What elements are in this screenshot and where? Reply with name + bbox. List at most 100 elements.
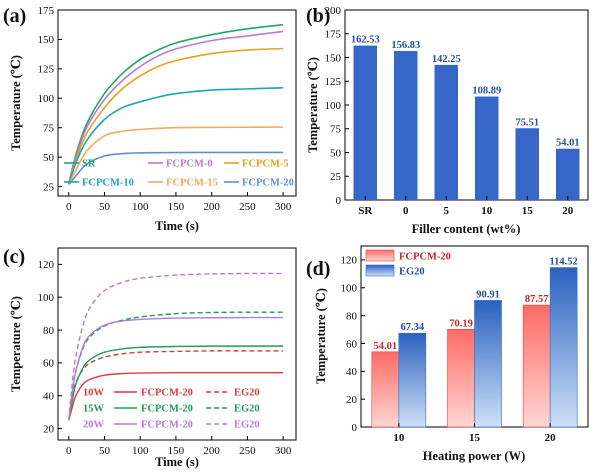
bar-fcpcm-20-15 xyxy=(447,328,475,428)
series-line-fcpcm-20 xyxy=(68,151,284,185)
a-ytick-label: 100 xyxy=(38,93,55,105)
bar-eg20-10 xyxy=(398,332,427,428)
plot-frame-a xyxy=(57,9,297,197)
d-ytick-label: 80 xyxy=(346,310,358,322)
legend-dashed-label: EG20 xyxy=(234,404,260,415)
x-axis-label-a: Time (s) xyxy=(155,219,199,233)
series-line-fcpcm-5 xyxy=(67,47,284,185)
bar-10 xyxy=(475,96,499,200)
bar-0 xyxy=(394,51,418,200)
b-xtick-label: SR xyxy=(358,205,373,217)
x-axis-label-b: Filler content (wt%) xyxy=(412,222,521,236)
chart-panel-a: (a) 25 50 75 100 125 150 175 0 50 100 150 200 250 300… xyxy=(3,5,297,233)
bar-eg20-20 xyxy=(549,267,578,428)
y-axis-label-d: Temperature (℃) xyxy=(314,288,328,384)
c-ytick-label: 40 xyxy=(43,390,55,402)
a-xtick-label: 250 xyxy=(239,201,256,213)
a-xtick-label: 50 xyxy=(99,201,111,213)
b-ytick-label: 200 xyxy=(325,5,342,17)
d-xtick-label: 10 xyxy=(393,432,405,444)
a-ytick-label: 150 xyxy=(38,34,55,46)
x-axis-label-c: Time (s) xyxy=(155,455,199,469)
data-label: 162.53 xyxy=(351,35,380,46)
b-ytick-label: 75 xyxy=(330,124,342,136)
chart-panel-c: (c) 20 40 60 80 100 120 0 50 100 150 200 250 300 10W F… xyxy=(3,246,297,469)
b-ytick-label: 0 xyxy=(336,195,342,207)
b-ytick-label: 125 xyxy=(325,76,342,88)
plot-frame-c xyxy=(57,247,297,441)
panel-label-d: (d) xyxy=(306,258,330,280)
bar-20 xyxy=(556,148,580,200)
legend-swatch-fcpcm-20 xyxy=(365,249,395,262)
c-ytick-label: 60 xyxy=(43,358,55,370)
c-ytick-label: 100 xyxy=(38,292,55,304)
b-ytick-label: 50 xyxy=(330,147,342,159)
c-xtick-label: 250 xyxy=(239,445,256,457)
data-label: 90.91 xyxy=(476,289,500,300)
a-ytick-label: 50 xyxy=(43,152,55,164)
a-ytick-label: 75 xyxy=(43,123,55,135)
d-xtick-label: 15 xyxy=(469,432,481,444)
bar-fcpcm-20-20 xyxy=(522,304,551,428)
legend-solid-label: FCPCM-20 xyxy=(141,420,193,431)
plot-frame-b xyxy=(344,9,589,201)
data-label: 54.01 xyxy=(556,138,580,149)
b-xtick-label: 10 xyxy=(481,205,493,217)
a-ytick-label: 25 xyxy=(43,181,55,193)
legend-power-label: 10W xyxy=(83,388,105,399)
a-xtick-label: 200 xyxy=(203,201,220,213)
series-line-20w-eg20 xyxy=(68,272,284,421)
panel-label-c: (c) xyxy=(3,246,25,268)
c-xtick-label: 0 xyxy=(66,445,72,457)
series-line-15w-fcpcm-20 xyxy=(68,345,284,421)
bar-eg20-15 xyxy=(474,300,502,428)
b-xtick-label: 15 xyxy=(522,205,534,217)
y-axis-label-b: Temperature (℃) xyxy=(306,57,320,153)
legend-power-label: 20W xyxy=(83,420,105,431)
legend-solid-label: FCPCM-20 xyxy=(141,404,193,415)
d-ytick-label: 60 xyxy=(346,338,358,350)
b-ytick-label: 25 xyxy=(330,171,342,183)
d-ytick-label: 20 xyxy=(346,394,358,406)
legend-solid-label: FCPCM-20 xyxy=(141,388,193,399)
b-ytick-label: 175 xyxy=(325,29,342,41)
data-label: 156.83 xyxy=(391,40,420,51)
panel-label-b: (b) xyxy=(306,5,330,27)
data-label: 54.01 xyxy=(374,341,398,352)
legend-label-fcpcm-20: FCPCM-20 xyxy=(399,252,451,263)
data-label: 142.25 xyxy=(432,54,461,65)
a-ytick-label: 125 xyxy=(38,64,55,76)
legend-swatch-eg20 xyxy=(365,264,395,277)
d-ytick-label: 120 xyxy=(341,255,358,267)
legend-label-fcpcm-10: FCPCM-10 xyxy=(82,178,134,189)
data-label: 67.34 xyxy=(401,322,425,333)
data-label: 108.89 xyxy=(472,86,501,97)
c-xtick-label: 150 xyxy=(168,445,185,457)
b-xtick-label: 20 xyxy=(562,205,574,217)
chart-panel-b: (b) 0255075100125150175200162.53SR156.83… xyxy=(306,5,589,236)
legend-label-sr: SR xyxy=(82,159,96,170)
a-xtick-label: 0 xyxy=(66,201,72,213)
c-ytick-label: 20 xyxy=(43,423,55,435)
legend-label-fcpcm-15: FCPCM-15 xyxy=(166,178,218,189)
d-ytick-label: 0 xyxy=(352,422,358,434)
b-xtick-label: 0 xyxy=(403,205,409,217)
c-ytick-label: 120 xyxy=(38,259,55,271)
a-xtick-label: 100 xyxy=(132,201,149,213)
legend-dashed-label: EG20 xyxy=(234,388,260,399)
d-ytick-label: 40 xyxy=(346,366,358,378)
bar-sr xyxy=(353,45,377,201)
y-axis-label-c: Temperature (℃) xyxy=(9,296,23,392)
c-xtick-label: 200 xyxy=(203,445,220,457)
series-line-20w-fcpcm-20 xyxy=(68,316,284,421)
b-xtick-label: 5 xyxy=(444,205,450,217)
series-line-fcpcm-10 xyxy=(67,87,284,185)
a-ytick-label: 175 xyxy=(38,5,55,17)
bar-fcpcm-20-10 xyxy=(371,351,400,428)
x-axis-label-d: Heating power (W) xyxy=(423,449,526,463)
d-xtick-label: 20 xyxy=(545,432,557,444)
series-line-sr xyxy=(67,23,284,185)
legend-label-eg20: EG20 xyxy=(399,267,425,278)
